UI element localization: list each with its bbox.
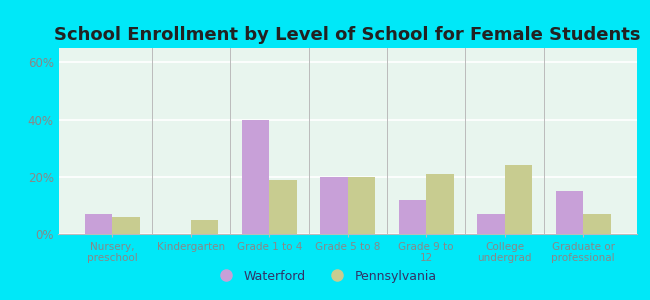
Title: School Enrollment by Level of School for Female Students: School Enrollment by Level of School for… <box>55 26 641 44</box>
Bar <box>190 220 218 234</box>
Bar <box>505 165 532 234</box>
Bar <box>320 177 348 234</box>
Bar <box>348 177 375 234</box>
Bar <box>112 217 140 234</box>
Bar <box>242 119 269 234</box>
Bar <box>583 214 611 234</box>
Bar <box>84 214 112 234</box>
Bar <box>556 191 583 234</box>
Bar <box>398 200 426 234</box>
Bar <box>426 174 454 234</box>
Bar <box>477 214 505 234</box>
Bar <box>269 180 297 234</box>
Legend: Waterford, Pennsylvania: Waterford, Pennsylvania <box>209 265 441 288</box>
